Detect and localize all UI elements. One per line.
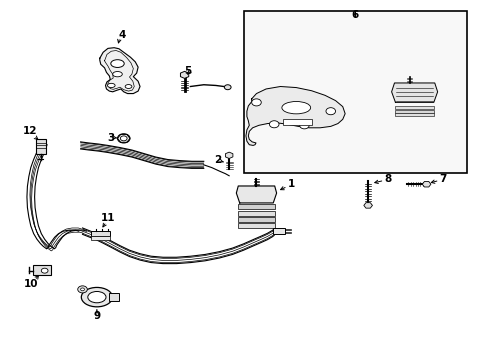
Bar	[238, 217, 274, 222]
Bar	[244, 11, 467, 173]
Bar	[273, 228, 285, 234]
Text: 9: 9	[93, 311, 100, 321]
Polygon shape	[236, 186, 276, 203]
Text: 12: 12	[22, 126, 37, 136]
Circle shape	[224, 85, 231, 90]
Ellipse shape	[111, 60, 124, 67]
Text: 7: 7	[439, 174, 446, 184]
Circle shape	[117, 134, 130, 143]
Circle shape	[41, 268, 48, 273]
Ellipse shape	[125, 85, 132, 89]
Text: 6: 6	[350, 10, 358, 20]
Bar	[36, 139, 46, 154]
Bar	[238, 211, 274, 216]
Text: 1: 1	[287, 179, 294, 189]
Ellipse shape	[88, 292, 106, 303]
Text: 8: 8	[384, 174, 391, 184]
Bar	[109, 293, 119, 301]
Bar	[91, 231, 110, 237]
Circle shape	[251, 99, 261, 106]
Text: 3: 3	[107, 133, 115, 143]
Circle shape	[120, 136, 127, 141]
Polygon shape	[391, 83, 437, 102]
Polygon shape	[245, 86, 345, 145]
Ellipse shape	[281, 102, 310, 114]
Bar	[238, 204, 274, 209]
Circle shape	[81, 288, 84, 291]
Circle shape	[78, 286, 87, 293]
Ellipse shape	[107, 83, 115, 87]
Bar	[282, 119, 311, 125]
Ellipse shape	[112, 72, 122, 77]
Bar	[395, 113, 433, 117]
Bar	[395, 110, 433, 113]
Bar	[238, 224, 274, 228]
Circle shape	[325, 108, 335, 115]
Bar	[395, 106, 433, 109]
Text: 11: 11	[101, 213, 115, 223]
Circle shape	[299, 122, 308, 129]
Ellipse shape	[81, 287, 112, 307]
Text: 5: 5	[184, 66, 191, 76]
Bar	[33, 265, 51, 275]
Bar	[91, 237, 110, 240]
Circle shape	[269, 121, 279, 128]
Text: 10: 10	[24, 279, 39, 289]
Text: 4: 4	[119, 30, 126, 40]
Polygon shape	[100, 48, 140, 94]
Text: 2: 2	[214, 154, 222, 165]
